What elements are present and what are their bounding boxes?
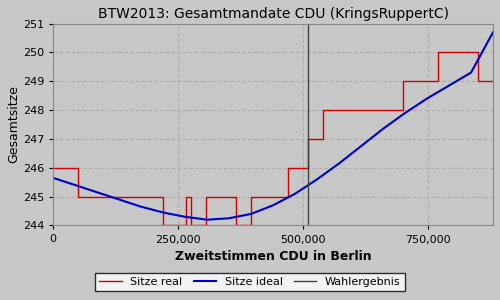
Sitze real xyxy=(400,80,406,83)
Sitze real xyxy=(415,80,421,83)
Sitze ideal xyxy=(424,97,430,100)
Sitze real xyxy=(305,166,311,169)
X-axis label: Zweitstimmen CDU in Berlin: Zweitstimmen CDU in Berlin xyxy=(175,250,372,263)
Sitze ideal xyxy=(182,215,188,219)
Legend: Sitze real, Sitze ideal, Wahlergebnis: Sitze real, Sitze ideal, Wahlergebnis xyxy=(95,273,405,291)
Sitze ideal xyxy=(72,183,78,187)
Sitze real xyxy=(435,80,441,83)
Sitze real xyxy=(305,137,311,141)
Sitze real xyxy=(435,51,441,54)
Sitze real xyxy=(285,195,291,198)
Sitze ideal xyxy=(468,71,474,74)
Sitze real xyxy=(232,224,238,227)
Sitze real xyxy=(320,137,326,141)
Sitze real xyxy=(460,51,466,54)
Sitze ideal xyxy=(116,198,122,201)
Line: Sitze ideal: Sitze ideal xyxy=(53,32,493,220)
Sitze real xyxy=(340,108,346,112)
Line: Sitze real: Sitze real xyxy=(53,52,493,226)
Sitze ideal xyxy=(204,218,210,221)
Sitze real xyxy=(202,224,208,227)
Sitze ideal xyxy=(446,84,452,87)
Sitze real xyxy=(248,195,254,198)
Sitze real xyxy=(215,195,221,198)
Sitze ideal xyxy=(358,144,364,148)
Y-axis label: Gesamtsitze: Gesamtsitze xyxy=(7,85,20,164)
Sitze real xyxy=(75,195,81,198)
Sitze ideal xyxy=(270,203,276,207)
Sitze real xyxy=(360,108,366,112)
Sitze ideal xyxy=(314,178,320,181)
Sitze real xyxy=(475,51,481,54)
Sitze ideal xyxy=(248,212,254,216)
Sitze ideal xyxy=(226,217,232,220)
Sitze real xyxy=(232,195,238,198)
Sitze ideal xyxy=(292,192,298,196)
Sitze real xyxy=(50,166,56,169)
Sitze ideal xyxy=(490,30,496,34)
Sitze real xyxy=(125,195,131,198)
Sitze real xyxy=(182,195,188,198)
Sitze real xyxy=(188,195,194,198)
Sitze real xyxy=(248,224,254,227)
Title: BTW2013: Gesamtmandate CDU (KringsRuppertC): BTW2013: Gesamtmandate CDU (KringsRupper… xyxy=(98,7,448,21)
Sitze real xyxy=(375,108,381,112)
Sitze ideal xyxy=(50,176,56,180)
Sitze real xyxy=(415,80,421,83)
Sitze ideal xyxy=(336,162,342,165)
Sitze ideal xyxy=(160,211,166,214)
Sitze real xyxy=(260,195,266,198)
Sitze real xyxy=(125,195,131,198)
Sitze ideal xyxy=(138,205,144,208)
Sitze real xyxy=(160,195,166,198)
Sitze real xyxy=(182,224,188,227)
Sitze real xyxy=(320,108,326,112)
Sitze real xyxy=(475,80,481,83)
Sitze real xyxy=(188,224,194,227)
Sitze real xyxy=(215,195,221,198)
Sitze real xyxy=(490,80,496,83)
Sitze real xyxy=(285,166,291,169)
Sitze real xyxy=(340,108,346,112)
Sitze real xyxy=(375,108,381,112)
Sitze ideal xyxy=(402,111,408,115)
Sitze real xyxy=(75,166,81,169)
Sitze real xyxy=(400,108,406,112)
Sitze ideal xyxy=(94,190,100,194)
Sitze real xyxy=(460,51,466,54)
Sitze real xyxy=(202,195,208,198)
Sitze real xyxy=(260,195,266,198)
Sitze real xyxy=(360,108,366,112)
Sitze ideal xyxy=(380,127,386,130)
Sitze real xyxy=(160,224,166,227)
